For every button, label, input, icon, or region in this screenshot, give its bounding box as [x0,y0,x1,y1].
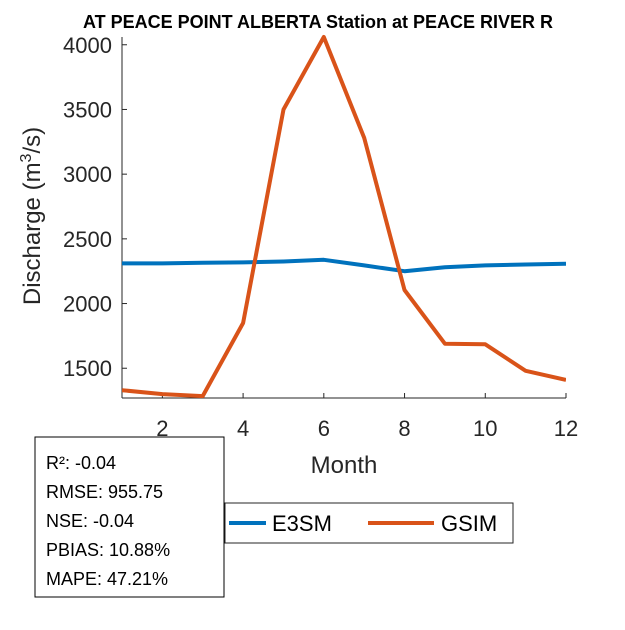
stat-pbias: PBIAS: 10.88% [46,540,170,560]
stat-mape: MAPE: 47.21% [46,569,168,589]
x-tick-label: 8 [398,416,410,441]
stat-nse: NSE: -0.04 [46,511,134,531]
x-tick-label: 10 [473,416,497,441]
y-tick-label: 3000 [63,162,112,187]
x-axis-ticks: 2 4 6 8 10 12 [156,393,578,441]
legend-label-gsim: GSIM [441,511,497,536]
legend: E3SM GSIM [224,502,514,544]
chart-title: AT PEACE POINT ALBERTA Station at PEACE … [83,12,553,32]
stats-box: R²: -0.04 RMSE: 955.75 NSE: -0.04 PBIAS:… [34,436,225,598]
y-tick-label: 1500 [63,356,112,381]
axes-frame [121,37,566,399]
stat-rmse: RMSE: 955.75 [46,482,163,502]
y-tick-label: 2000 [63,292,112,317]
x-tick-label: 12 [554,416,578,441]
y-axis-label-superscript: 3 [18,153,35,162]
stats-box-frame [34,436,225,598]
y-tick-label: 2500 [63,227,112,252]
series-line-gsim [122,35,566,398]
y-tick-label: 4000 [63,33,112,58]
y-axis-label-main: Discharge (m [19,162,46,305]
x-axis-label: Month [311,452,378,479]
x-tick-label: 4 [237,416,249,441]
x-tick-label: 2 [156,416,168,441]
series-line-e3sm [122,257,566,274]
y-axis-label: Discharge (m3/s) [18,127,46,305]
y-tick-label: 3500 [63,97,112,122]
y-axis-label-tail: /s) [19,127,46,154]
series-layer [122,35,566,398]
stat-r2: R²: -0.04 [46,453,116,473]
legend-label-e3sm: E3SM [272,511,332,536]
x-tick-label: 6 [318,416,330,441]
y-axis-ticks: 1500 2000 2500 3000 3500 4000 [63,33,127,381]
